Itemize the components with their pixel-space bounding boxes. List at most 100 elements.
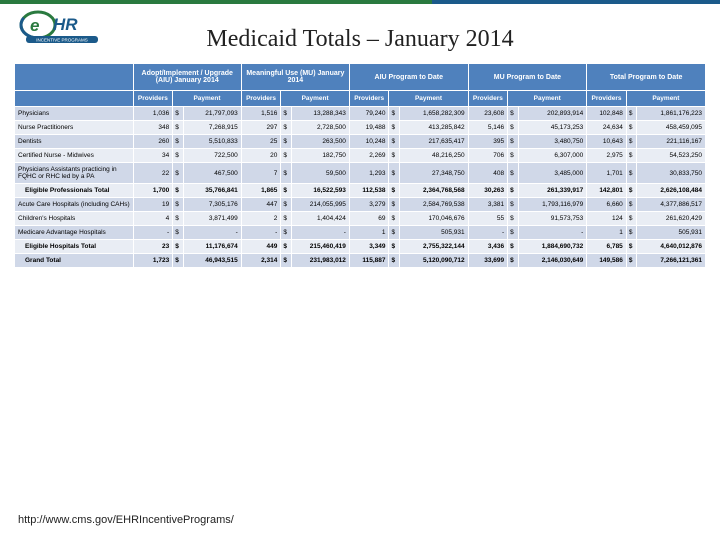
footer-link[interactable]: http://www.cms.gov/EHRIncentivePrograms/ xyxy=(18,514,234,526)
table-row: Grand Total1,723$46,943,5152,314$231,983… xyxy=(15,254,706,268)
currency-cell: $ xyxy=(626,240,637,254)
payment-cell: 59,500 xyxy=(291,163,349,184)
currency-cell: $ xyxy=(626,121,637,135)
row-label: Physicians Assistants practicing in FQHC… xyxy=(15,163,134,184)
providers-cell: 33,699 xyxy=(468,254,508,268)
currency-cell: $ xyxy=(389,184,400,198)
payment-cell: 45,173,253 xyxy=(518,121,587,135)
payment-cell: 170,046,676 xyxy=(400,212,469,226)
providers-cell: 30,263 xyxy=(468,184,508,198)
row-label: Physicians xyxy=(15,107,134,121)
providers-cell: 79,240 xyxy=(349,107,389,121)
currency-cell: $ xyxy=(508,184,519,198)
providers-cell: 3,349 xyxy=(349,240,389,254)
payment-cell: 4,640,012,876 xyxy=(637,240,706,254)
providers-cell: 1 xyxy=(349,226,389,240)
header-group: Meaningful Use (MU) January 2014 xyxy=(241,64,349,91)
currency-cell: $ xyxy=(389,149,400,163)
providers-cell: 22 xyxy=(133,163,173,184)
providers-cell: 3,381 xyxy=(468,198,508,212)
header-empty xyxy=(15,64,134,91)
currency-cell: $ xyxy=(281,226,292,240)
payment-cell: 16,522,593 xyxy=(291,184,349,198)
currency-cell: $ xyxy=(173,149,184,163)
payment-cell: 2,364,768,568 xyxy=(400,184,469,198)
table-row: Medicare Advantage Hospitals-$--$-1$505,… xyxy=(15,226,706,240)
currency-cell: $ xyxy=(626,163,637,184)
currency-cell: $ xyxy=(389,121,400,135)
table-row: Physicians Assistants practicing in FQHC… xyxy=(15,163,706,184)
providers-cell: 297 xyxy=(241,121,281,135)
providers-cell: 1,701 xyxy=(587,163,627,184)
providers-cell: 25 xyxy=(241,135,281,149)
row-label: Acute Care Hospitals (including CAHs) xyxy=(15,198,134,212)
providers-cell: 142,801 xyxy=(587,184,627,198)
table-row: Acute Care Hospitals (including CAHs)19 $… xyxy=(15,198,706,212)
currency-cell: $ xyxy=(281,198,292,212)
providers-cell: 112,538 xyxy=(349,184,389,198)
providers-cell: 102,848 xyxy=(587,107,627,121)
providers-cell: 2,269 xyxy=(349,149,389,163)
providers-cell: 2 xyxy=(241,212,281,226)
currency-cell: $ xyxy=(389,135,400,149)
providers-cell: 24,634 xyxy=(587,121,627,135)
providers-cell: 6,660 xyxy=(587,198,627,212)
providers-cell: 706 xyxy=(468,149,508,163)
currency-cell: $ xyxy=(281,212,292,226)
header-group: Total Program to Date xyxy=(587,64,706,91)
providers-cell: 1,700 xyxy=(133,184,173,198)
svg-text:INCENTIVE PROGRAMS: INCENTIVE PROGRAMS xyxy=(36,38,88,43)
currency-cell: $ xyxy=(508,135,519,149)
currency-cell: $ xyxy=(173,226,184,240)
currency-cell: $ xyxy=(626,135,637,149)
providers-cell: 124 xyxy=(587,212,627,226)
currency-cell: $ xyxy=(508,240,519,254)
table-row: Eligible Hospitals Total23$11,176,674449… xyxy=(15,240,706,254)
row-label: Nurse Practitioners xyxy=(15,121,134,135)
row-label: Dentists xyxy=(15,135,134,149)
payment-cell: 2,626,108,484 xyxy=(637,184,706,198)
sub-header: Providers xyxy=(587,91,627,107)
payment-cell: 4,377,886,517 xyxy=(637,198,706,212)
currency-cell: $ xyxy=(626,254,637,268)
currency-cell: $ xyxy=(389,163,400,184)
payment-cell: 1,658,282,309 xyxy=(400,107,469,121)
currency-cell: $ xyxy=(173,254,184,268)
providers-cell: 1 xyxy=(587,226,627,240)
payment-cell: 2,728,500 xyxy=(291,121,349,135)
payment-cell: 11,176,674 xyxy=(183,240,241,254)
providers-cell: 10,643 xyxy=(587,135,627,149)
table-row: Children's Hospitals4$3,871,4992$1,404,4… xyxy=(15,212,706,226)
payment-cell: 7,266,121,361 xyxy=(637,254,706,268)
providers-cell: 69 xyxy=(349,212,389,226)
payment-cell: 722,500 xyxy=(183,149,241,163)
page-title: Medicaid Totals – January 2014 xyxy=(0,26,720,53)
row-label: Certified Nurse - Midwives xyxy=(15,149,134,163)
sub-header: Payment xyxy=(281,91,350,107)
payment-cell: 505,931 xyxy=(637,226,706,240)
providers-cell: 408 xyxy=(468,163,508,184)
payment-cell: 35,766,841 xyxy=(183,184,241,198)
header-empty xyxy=(15,91,134,107)
providers-cell: 19,488 xyxy=(349,121,389,135)
providers-cell: 10,248 xyxy=(349,135,389,149)
payment-cell: 2,755,322,144 xyxy=(400,240,469,254)
payment-cell: 202,893,914 xyxy=(518,107,587,121)
payment-cell: 215,460,419 xyxy=(291,240,349,254)
table-row: Nurse Practitioners348$7,268,915297$2,72… xyxy=(15,121,706,135)
providers-cell: 19 xyxy=(133,198,173,212)
payment-cell: 21,797,093 xyxy=(183,107,241,121)
providers-cell: 20 xyxy=(241,149,281,163)
row-label: Medicare Advantage Hospitals xyxy=(15,226,134,240)
currency-cell: $ xyxy=(173,121,184,135)
payment-cell: 217,635,417 xyxy=(400,135,469,149)
payment-cell: 261,339,917 xyxy=(518,184,587,198)
header-group-row: Adopt/Implement / Upgrade (AIU) January … xyxy=(15,64,706,91)
currency-cell: $ xyxy=(389,226,400,240)
table-row: Eligible Professionals Total1,700$35,766… xyxy=(15,184,706,198)
payment-cell: 2,584,769,538 xyxy=(400,198,469,212)
providers-cell: 260 xyxy=(133,135,173,149)
providers-cell: 395 xyxy=(468,135,508,149)
row-label: Children's Hospitals xyxy=(15,212,134,226)
header-sub-row: Providers Payment Providers Payment Prov… xyxy=(15,91,706,107)
